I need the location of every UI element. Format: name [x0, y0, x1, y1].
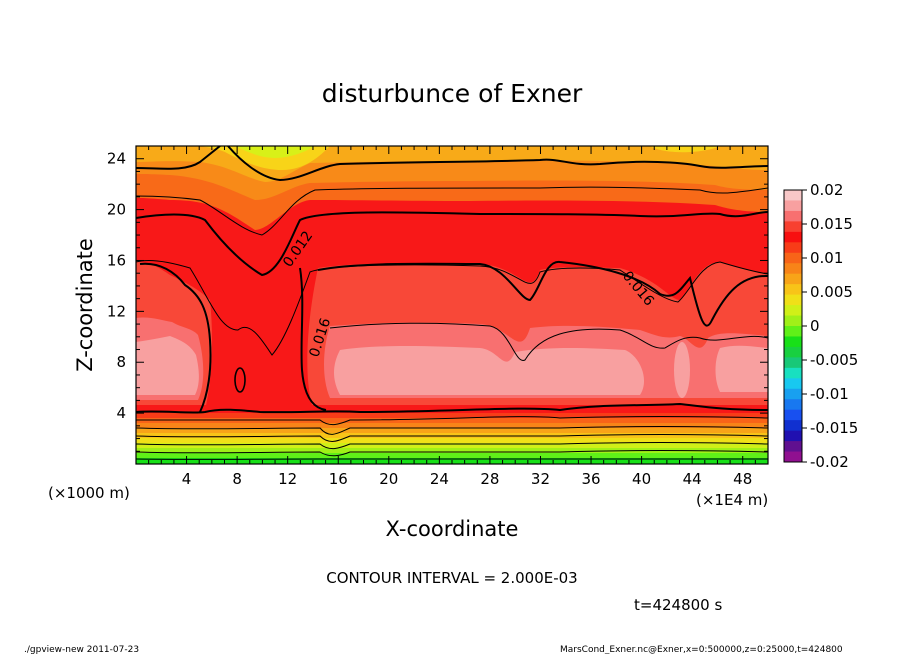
contour-line-top-thick — [136, 146, 768, 182]
y-tick-label: 8 — [116, 353, 126, 371]
y-tick-label: 24 — [107, 150, 126, 168]
x-tick-label: 32 — [531, 470, 550, 488]
contour-line-bottom-3 — [136, 426, 768, 435]
contour-line-bottom-4 — [136, 434, 768, 442]
colorbar-segment — [784, 326, 802, 337]
y-axis: 4 8 12 16 20 24 — [107, 150, 768, 452]
colorbar-segment — [784, 315, 802, 327]
colorbar-tick-label: -0.015 — [810, 419, 858, 437]
colorbar-segment — [784, 263, 802, 275]
colorbar-tick-label: 0 — [810, 317, 820, 335]
x-unit-left: (×1000 m) — [48, 484, 130, 502]
x-axis-label: X-coordinate — [386, 517, 519, 541]
colorbar-segment — [784, 367, 802, 379]
colorbar-tick-label: 0.015 — [810, 215, 853, 233]
y-tick-label: 4 — [116, 404, 126, 422]
colorbar-tick-label: 0.01 — [810, 249, 843, 267]
field-blob-right — [674, 342, 690, 398]
field-stripe-3 — [136, 418, 768, 423]
contour-line-mid-thin — [136, 259, 768, 356]
y-tick-label: 20 — [107, 201, 126, 219]
colorbar-segment — [784, 252, 802, 264]
footer-left: ./gpview-new 2011-07-23 — [24, 645, 139, 654]
footer-right: MarsCond_Exner.nc@Exner,x=0:500000,z=0:2… — [560, 645, 843, 654]
contour-line-left-vertical — [299, 267, 327, 411]
field-stripe-10 — [136, 453, 768, 458]
colorbar-tick-label: -0.01 — [810, 385, 849, 403]
contour-line-upper-thin — [136, 186, 768, 236]
colorbar-segment — [784, 430, 802, 442]
x-tick-label: 28 — [480, 470, 499, 488]
colorbar-segment — [784, 420, 802, 432]
colorbar-segment — [784, 200, 802, 212]
colorbar-segment — [784, 305, 802, 317]
field-stripe-8 — [136, 443, 768, 448]
colorbar-segment — [784, 242, 802, 254]
x-tick-label: 44 — [683, 470, 702, 488]
colorbar-segment — [784, 409, 802, 421]
field-stripe-2 — [136, 413, 768, 418]
colorbar-segment — [784, 284, 802, 296]
x-tick-label: 36 — [581, 470, 600, 488]
x-tick-label: 40 — [632, 470, 651, 488]
field-band-lightpink-right — [715, 345, 768, 392]
contour-line-bottom-2 — [136, 416, 768, 426]
colorbar-ticks: 0.02 0.015 0.01 0.005 0 -0.005 -0.01 -0.015 -0.0… — [802, 181, 858, 471]
x-tick-label: 48 — [733, 470, 752, 488]
colorbar-tick-label: -0.005 — [810, 351, 858, 369]
y-tick-label: 12 — [107, 302, 126, 320]
colorbar-segment — [784, 273, 802, 285]
x-tick-label: 24 — [430, 470, 449, 488]
x-tick-label: 16 — [329, 470, 348, 488]
contour-line-inner — [329, 322, 768, 361]
x-tick-label: 8 — [232, 470, 242, 488]
colorbar-segment — [784, 451, 802, 463]
contour-interval-text: CONTOUR INTERVAL = 2.000E-03 — [326, 569, 577, 587]
colorbar-segment — [784, 231, 802, 243]
colorbar-tick-label: -0.02 — [810, 453, 849, 471]
x-tick-label: 20 — [379, 470, 398, 488]
x-tick-label: 4 — [182, 470, 192, 488]
field-stripe-7 — [136, 438, 768, 443]
field-stripe-9 — [136, 448, 768, 453]
x-unit-right: (×1E4 m) — [696, 491, 768, 509]
colorbar-segment — [784, 378, 802, 390]
y-tick-label: 16 — [107, 251, 126, 269]
field-stripe-4 — [136, 423, 768, 428]
contour-line-016-left — [139, 262, 212, 413]
field-band-lightpink-center — [334, 346, 645, 395]
field-stripe-5 — [136, 428, 768, 433]
contour-line-bottom-5 — [136, 442, 768, 450]
colorbar-segment — [784, 357, 802, 369]
field-band-lightpink-left — [136, 336, 199, 395]
colorbar-segment — [784, 190, 802, 201]
x-axis: 4 8 12 16 20 24 28 32 36 40 44 48 — [148, 146, 756, 488]
colorbar-tick-label: 0.005 — [810, 283, 853, 301]
colorbar-segment — [784, 294, 802, 306]
contour-line-016-center — [317, 261, 768, 327]
colorbar-segment — [784, 346, 802, 358]
contour-line-012 — [136, 211, 768, 277]
time-text: t=424800 s — [634, 596, 722, 614]
contour-line-bottom-6 — [136, 450, 768, 457]
contour-loop-small — [234, 367, 246, 393]
field-band-lime — [235, 146, 315, 158]
colorbar-segment — [784, 221, 802, 233]
colorbar-segment — [784, 210, 802, 222]
y-axis-label: Z-coordinate — [73, 238, 97, 372]
colorbar-tick-label: 0.02 — [810, 181, 843, 199]
colorbar-segment — [784, 336, 802, 348]
x-tick-label: 12 — [278, 470, 297, 488]
colorbar-segment — [784, 399, 802, 411]
colorbar-segment — [784, 441, 802, 453]
chart-title: disturbunce of Exner — [322, 79, 583, 108]
field-stripe-1 — [136, 405, 768, 413]
field-band-yellow-right — [650, 146, 720, 153]
contour-plot-area: 0.012 0.016 0.016 — [136, 146, 768, 464]
colorbar — [783, 189, 803, 463]
colorbar-segment — [784, 388, 802, 400]
contour-line-bottom-1 — [136, 402, 768, 414]
